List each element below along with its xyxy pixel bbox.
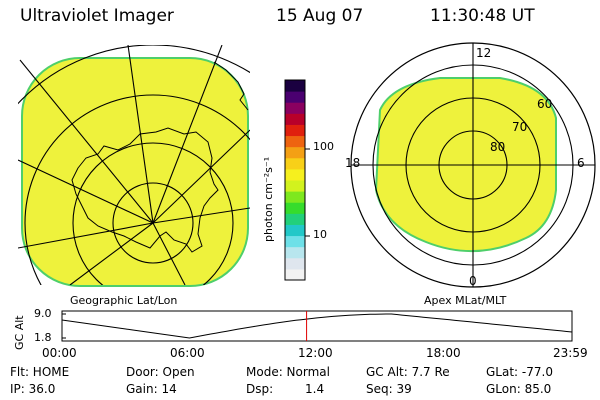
color-bar-segment — [285, 157, 305, 170]
ip-value: IP: 36.0 — [10, 382, 56, 396]
mlat-label-70: 70 — [512, 120, 528, 134]
uv-emission-disc-geo — [21, 57, 249, 287]
color-bar-segment — [285, 113, 305, 125]
color-bar-segment — [285, 135, 305, 148]
colorbar-unit-label: photon cm⁻²s⁻¹ — [262, 156, 275, 242]
geo-lat-circle-3 — [24, 94, 250, 285]
orbit-altitude-curve — [61, 313, 573, 339]
geographic-map — [18, 45, 250, 287]
color-bar-segment — [285, 191, 305, 203]
geo-meridian-1 — [19, 59, 154, 224]
geo-lat-circle-2 — [72, 142, 234, 285]
sequence-number: Seq: 39 — [366, 382, 412, 396]
altitude-ytick-bottom: 1.8 — [34, 331, 52, 344]
mlat-label-80: 80 — [490, 140, 506, 154]
color-bar-segment — [285, 246, 305, 259]
xtick-2359: 23:59 — [553, 346, 588, 360]
xtick-1200: 12:00 — [298, 346, 333, 360]
geo-meridian-8 — [69, 222, 154, 285]
flight-status: Flt: HOME — [10, 365, 70, 379]
color-bar-segment — [285, 168, 305, 181]
geo-meridian-5 — [152, 207, 250, 224]
door-status: Door: Open — [126, 365, 195, 379]
color-bar-segment — [285, 180, 305, 192]
color-bar-segment — [285, 124, 305, 137]
dsp-label: Dsp: — [246, 382, 274, 396]
mlt-label-6: 6 — [577, 156, 585, 170]
mlt-label-12: 12 — [476, 46, 492, 60]
geographic-panel-label: Geographic Lat/Lon — [70, 294, 178, 307]
color-bar-segment — [285, 257, 305, 270]
color-bar-segment — [285, 224, 305, 237]
color-bar-frame — [284, 79, 306, 281]
color-bar-segment — [285, 235, 305, 248]
altitude-ytick-top: 9.0 — [34, 307, 52, 320]
mlt-label-0: 0 — [469, 274, 477, 288]
altitude-plot — [61, 310, 573, 342]
geo-latitude: GLat: -77.0 — [486, 365, 553, 379]
color-bar-segment — [285, 102, 305, 114]
dsp-value: 1.4 — [305, 382, 325, 396]
altitude-ylabel: GC Alt — [13, 315, 26, 350]
gain-value: Gain: 14 — [126, 382, 177, 396]
xtick-0000: 00:00 — [42, 346, 77, 360]
mlt-label-18: 18 — [345, 156, 361, 170]
time-label: 11:30:48 UT — [430, 6, 535, 26]
color-bar-segment — [285, 213, 305, 225]
color-bar-segment — [285, 146, 305, 159]
colorbar-label-100: 100 — [313, 140, 334, 153]
xtick-1800: 18:00 — [426, 346, 461, 360]
geo-coastline-north — [213, 61, 249, 111]
xtick-0600: 06:00 — [170, 346, 205, 360]
color-bar-segment — [285, 91, 305, 103]
geo-longitude: GLon: 85.0 — [486, 382, 552, 396]
colorbar-label-10: 10 — [313, 228, 327, 241]
mlat-label-60: 60 — [537, 97, 553, 111]
instrument-title: Ultraviolet Imager — [20, 6, 174, 26]
date-label: 15 Aug 07 — [276, 6, 364, 26]
geo-meridian-6 — [18, 159, 154, 224]
geo-meridian-7 — [18, 222, 154, 249]
color-bar-segment — [285, 80, 305, 92]
geo-meridian-9 — [152, 222, 186, 285]
geo-meridian-4 — [152, 129, 250, 224]
apex-panel-label: Apex MLat/MLT — [424, 294, 507, 307]
mode-status: Mode: Normal — [246, 365, 330, 379]
gc-altitude: GC Alt: 7.7 Re — [366, 365, 450, 379]
geo-coastline — [71, 127, 219, 253]
color-bar-segment — [285, 268, 305, 281]
mlt-dial — [350, 42, 596, 288]
color-bar-segment — [285, 202, 305, 214]
geo-lat-circle-1 — [112, 182, 194, 264]
altitude-plot-frame — [61, 310, 573, 342]
geo-meridian-3 — [152, 45, 223, 224]
color-bar — [285, 80, 305, 281]
